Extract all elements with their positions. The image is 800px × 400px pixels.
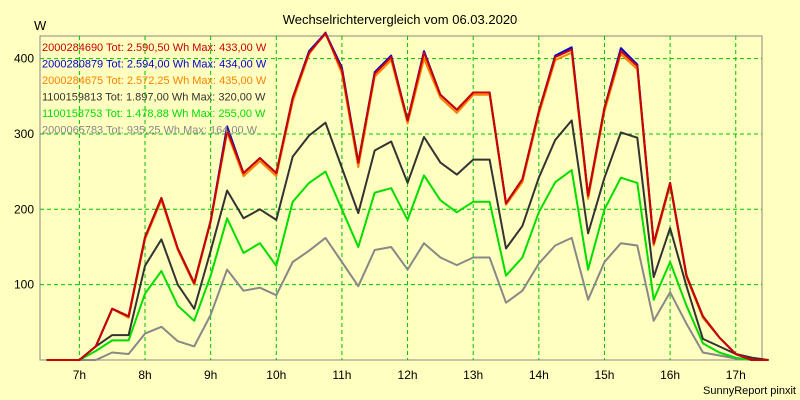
legend-entry: 2000280879 Tot: 2.594,00 Wh Max: 434,00 … <box>42 59 267 71</box>
footer-credit: SunnyReport pinxit <box>703 385 796 397</box>
x-tick-label: 15h <box>594 368 614 382</box>
x-tick-label: 9h <box>204 368 217 382</box>
chart-title: Wechselrichtervergleich vom 06.03.2020 <box>283 12 518 27</box>
series-line <box>46 119 769 361</box>
x-axis: 7h 8h 9h 10h 11h 12h 13h 14h 15h 16h 17h <box>73 368 746 382</box>
x-tick-label: 14h <box>529 368 549 382</box>
x-tick-label: 12h <box>398 368 418 382</box>
y-axis: 100 200 300 400 <box>14 52 34 292</box>
legend-entry: 2000065783 Tot: 935,25 Wh Max: 164,00 W <box>42 125 258 137</box>
x-tick-label: 17h <box>726 368 746 382</box>
legend-entry: 2000284675 Tot: 2.572,25 Wh Max: 435,00 … <box>42 75 267 87</box>
legend: 2000284690 Tot: 2.590,50 Wh Max: 433,00 … <box>42 42 267 137</box>
y-tick-label: 100 <box>14 278 34 292</box>
x-tick-label: 16h <box>660 368 680 382</box>
x-tick-label: 10h <box>266 368 286 382</box>
legend-entry: 1100159813 Tot: 1.897,00 Wh Max: 320,00 … <box>42 92 266 104</box>
legend-entry: 1100158753 Tot: 1.478,88 Wh Max: 255,00 … <box>42 108 266 120</box>
x-tick-label: 11h <box>332 368 351 382</box>
legend-entry: 2000284690 Tot: 2.590,50 Wh Max: 433,00 … <box>42 42 267 54</box>
x-tick-label: 8h <box>138 368 151 382</box>
y-tick-label: 300 <box>14 127 34 141</box>
y-axis-unit-label: W <box>34 18 47 33</box>
series-line <box>46 236 769 361</box>
y-tick-label: 400 <box>14 52 34 66</box>
series-line <box>46 169 769 361</box>
series-lines <box>46 31 769 361</box>
series-line <box>46 32 769 361</box>
x-tick-label: 13h <box>463 368 483 382</box>
y-tick-label: 200 <box>14 202 34 216</box>
x-tick-label: 7h <box>73 368 86 382</box>
